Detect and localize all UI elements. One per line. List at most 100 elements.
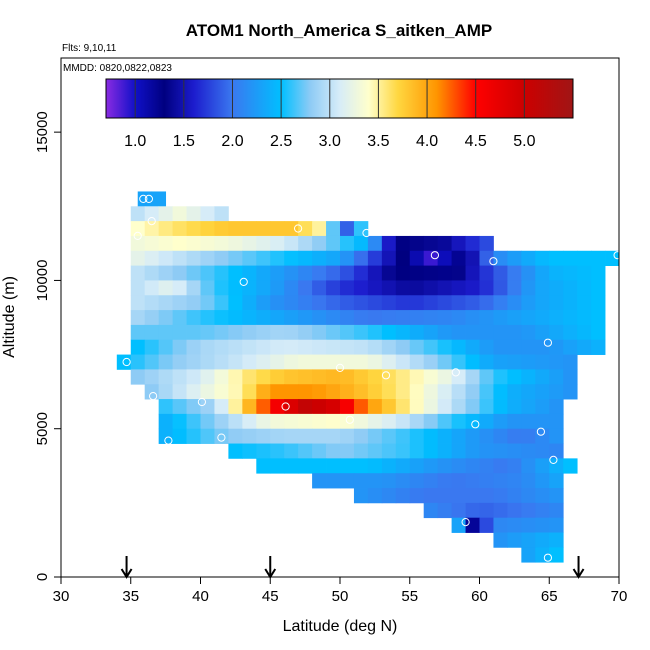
heatmap-cell [535, 354, 550, 370]
sample-circle [122, 357, 131, 367]
heatmap-cell [270, 295, 285, 311]
heatmap-cell [158, 339, 173, 355]
heatmap-cell [563, 339, 578, 355]
heatmap-cell [367, 324, 383, 341]
heatmap-cell [200, 206, 215, 222]
heatmap-cell [326, 295, 341, 311]
heatmap-cell [521, 384, 536, 400]
heatmap-cell [256, 324, 271, 341]
y-tick-label: 15000 [34, 111, 51, 153]
sample-circle [164, 436, 173, 445]
heatmap-cell [367, 399, 383, 415]
down-arrow-icon [572, 556, 585, 579]
heatmap-cell [151, 191, 167, 207]
heatmap-cell [214, 206, 229, 222]
heatmap-cell [326, 473, 341, 489]
heatmap-cell [451, 280, 466, 296]
heatmap-cell [563, 369, 578, 385]
heatmap-cell [284, 310, 299, 326]
heatmap-cell [200, 413, 215, 430]
heatmap-cell [340, 458, 355, 474]
heatmap-cell [549, 473, 564, 489]
heatmap-cell [507, 413, 522, 430]
heatmap-cell [395, 458, 411, 474]
heatmap-cell [172, 399, 187, 415]
heatmap-cell [465, 295, 480, 311]
sample-circle [147, 217, 156, 226]
heatmap-cell [451, 265, 466, 281]
heatmap-cell [395, 369, 411, 385]
heatmap-cell [353, 310, 369, 326]
heatmap-cell [172, 324, 187, 341]
heatmap-cell [395, 295, 411, 311]
heatmap-cell [228, 428, 243, 444]
heatmap-cell [353, 221, 369, 237]
heatmap-cell [451, 354, 466, 370]
heatmap-cell [270, 250, 285, 266]
heatmap-cell [284, 428, 299, 444]
heatmap-cell [535, 369, 550, 385]
heatmap-cell [228, 443, 243, 459]
colorbar-tick-label: 1.5 [173, 133, 195, 150]
heatmap-cell [437, 458, 452, 474]
heatmap-cell [381, 443, 397, 459]
heatmap-cell [298, 399, 313, 415]
heatmap-cell [200, 221, 215, 237]
heatmap-cell [158, 235, 173, 252]
heatmap-cell [214, 310, 229, 326]
heatmap-cell [507, 517, 522, 533]
heatmap-cell [256, 310, 271, 326]
heatmap-cell [326, 354, 341, 370]
heatmap-cell [423, 265, 439, 281]
heatmap-cell [298, 458, 313, 474]
flight-arrows [120, 556, 585, 579]
heatmap-cell [172, 339, 187, 355]
heatmap-cell [493, 473, 508, 489]
heatmap-cell [465, 265, 480, 281]
heatmap-cell [270, 413, 285, 430]
heatmap-cell [284, 413, 299, 430]
heatmap-cell [409, 369, 425, 385]
sample-circle [543, 338, 553, 347]
heatmap-cell [451, 339, 466, 355]
heatmap-cell [144, 310, 160, 326]
heatmap-cell [270, 443, 285, 459]
heatmap-cell [312, 280, 327, 296]
heatmap-cell [465, 399, 480, 415]
heatmap-cell [423, 339, 439, 355]
heatmap-cell [353, 354, 369, 370]
heatmap-cell [353, 443, 369, 459]
heatmap-cell [340, 221, 355, 237]
colorbar-tick-label: 1.0 [124, 133, 146, 150]
heatmap-cell [381, 473, 397, 489]
heatmap-cell [535, 488, 550, 504]
heatmap-cell [493, 413, 508, 430]
heatmap-cell [493, 324, 508, 341]
heatmap-cell [381, 324, 397, 341]
heatmap-cell [298, 354, 313, 370]
heatmap-cell [298, 443, 313, 459]
heatmap-cell [451, 502, 466, 519]
x-axis: 30 35 40 45 50 55 60 65 70 [53, 577, 627, 605]
heatmap-cell [298, 339, 313, 355]
heatmap-cell [144, 221, 160, 237]
heatmap-cell [367, 310, 383, 326]
heatmap-cell [437, 488, 452, 504]
heatmap-cell [144, 235, 160, 252]
heatmap-cell [451, 428, 466, 444]
heatmap-cell [312, 369, 327, 385]
heatmap-cell [395, 384, 411, 400]
heatmap-cell [521, 473, 536, 489]
heatmap-cell [312, 250, 327, 266]
heatmap-cell [214, 384, 229, 400]
heatmap-cell [242, 295, 257, 311]
heatmap-cell [284, 399, 299, 415]
heatmap-cell [577, 339, 592, 355]
heatmap-cell [353, 399, 369, 415]
heatmap-cell [200, 428, 215, 444]
heatmap-cell [437, 369, 452, 385]
heatmap-cell [367, 235, 383, 252]
heatmap-cell [242, 443, 257, 459]
heatmap-cell [270, 339, 285, 355]
